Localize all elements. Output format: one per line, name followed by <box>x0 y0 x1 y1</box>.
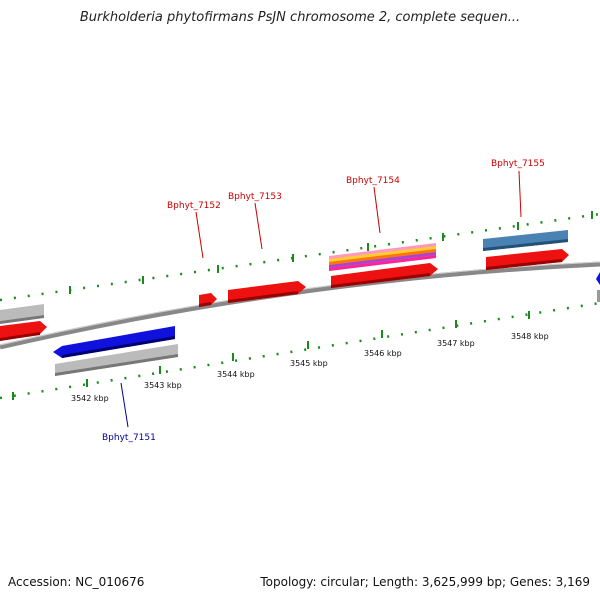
gene-bphyt-7155[interactable] <box>483 230 569 270</box>
left-edge-features <box>0 304 47 341</box>
gene-bphyt-7152[interactable] <box>199 293 217 307</box>
gene-label-bphyt-7154[interactable]: Bphyt_7154 <box>346 176 400 186</box>
scale-label-3543: 3543 kbp <box>144 381 182 390</box>
label-leaders <box>120 170 522 428</box>
lower-tick-track <box>0 301 600 400</box>
right-edge-features <box>596 272 600 302</box>
gene-forward-arrow <box>0 321 47 341</box>
scale-labels: 3542 kbp 3543 kbp 3544 kbp 3545 kbp 3546… <box>71 332 549 403</box>
scale-label-3545: 3545 kbp <box>290 359 328 368</box>
topology-summary: Topology: circular; Length: 3,625,999 bp… <box>260 575 590 589</box>
chromosome-title: Burkholderia phytofirmans PsJN chromosom… <box>79 10 521 25</box>
scale-label-3544: 3544 kbp <box>217 370 255 379</box>
accession-text: Accession: NC_010676 <box>8 575 145 589</box>
gene-bphyt-7151[interactable] <box>53 326 178 376</box>
gene-bphyt-7153[interactable] <box>228 281 306 303</box>
scale-label-3548: 3548 kbp <box>511 332 549 341</box>
scale-label-3542: 3542 kbp <box>71 394 109 403</box>
gene-label-bphyt-7152[interactable]: Bphyt_7152 <box>167 201 221 211</box>
gene-label-bphyt-7151[interactable]: Bphyt_7151 <box>102 433 156 443</box>
gene-label-bphyt-7153[interactable]: Bphyt_7153 <box>228 192 282 202</box>
gene-label-bphyt-7155[interactable]: Bphyt_7155 <box>491 159 545 169</box>
chromosome-backbone <box>0 261 600 350</box>
scale-label-3547: 3547 kbp <box>437 339 475 348</box>
upper-tick-track <box>0 211 600 302</box>
scale-label-3546: 3546 kbp <box>364 349 402 358</box>
gene-bphyt-7154[interactable] <box>329 243 438 288</box>
